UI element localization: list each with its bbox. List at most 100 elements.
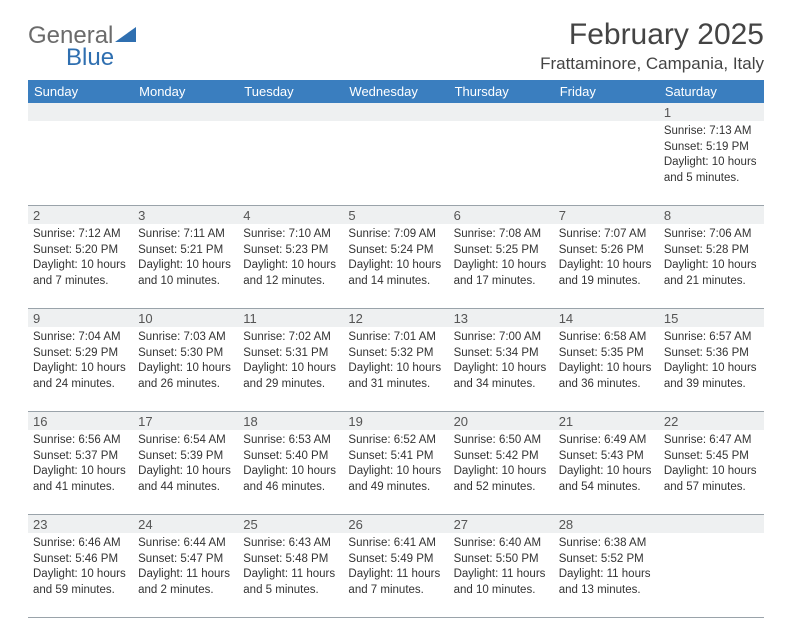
day-cell: Sunrise: 6:58 AMSunset: 5:35 PMDaylight:… — [554, 327, 659, 411]
day-detail-line: Daylight: 11 hours and 13 minutes. — [559, 567, 654, 598]
day-detail-line: Sunset: 5:32 PM — [348, 346, 443, 362]
day-cell — [133, 121, 238, 205]
day-detail-line: Sunrise: 7:08 AM — [454, 227, 549, 243]
day-cell: Sunrise: 7:08 AMSunset: 5:25 PMDaylight:… — [449, 224, 554, 308]
day-detail-line: Daylight: 10 hours and 41 minutes. — [33, 464, 128, 495]
day-of-week: Saturday — [659, 80, 764, 103]
day-detail-line: Sunrise: 7:06 AM — [664, 227, 759, 243]
day-cell: Sunrise: 6:54 AMSunset: 5:39 PMDaylight:… — [133, 430, 238, 514]
day-cell — [554, 121, 659, 205]
day-detail-line: Sunrise: 6:44 AM — [138, 536, 233, 552]
day-detail-line: Daylight: 10 hours and 44 minutes. — [138, 464, 233, 495]
day-cell: Sunrise: 6:44 AMSunset: 5:47 PMDaylight:… — [133, 533, 238, 617]
day-detail-line: Sunrise: 6:58 AM — [559, 330, 654, 346]
day-detail-line: Sunset: 5:35 PM — [559, 346, 654, 362]
day-cell: Sunrise: 7:09 AMSunset: 5:24 PMDaylight:… — [343, 224, 448, 308]
day-detail-line: Sunset: 5:20 PM — [33, 243, 128, 259]
day-detail-line: Sunrise: 7:09 AM — [348, 227, 443, 243]
day-detail-line: Sunset: 5:52 PM — [559, 552, 654, 568]
day-detail-line: Daylight: 11 hours and 10 minutes. — [454, 567, 549, 598]
week-row: Sunrise: 6:56 AMSunset: 5:37 PMDaylight:… — [28, 430, 764, 515]
day-detail-line: Sunset: 5:25 PM — [454, 243, 549, 259]
day-detail-line: Sunrise: 7:13 AM — [664, 124, 759, 140]
day-number: 14 — [554, 311, 659, 326]
day-cell: Sunrise: 7:10 AMSunset: 5:23 PMDaylight:… — [238, 224, 343, 308]
day-detail-line: Sunrise: 6:56 AM — [33, 433, 128, 449]
day-cell — [28, 121, 133, 205]
brand-triangle-icon — [115, 24, 137, 48]
day-number-row: 1 — [28, 103, 764, 121]
day-number: 26 — [343, 517, 448, 532]
day-detail-line: Daylight: 10 hours and 39 minutes. — [664, 361, 759, 392]
day-detail-line: Sunset: 5:49 PM — [348, 552, 443, 568]
day-cell: Sunrise: 6:47 AMSunset: 5:45 PMDaylight:… — [659, 430, 764, 514]
day-of-week: Sunday — [28, 80, 133, 103]
header: General February 2025 Frattaminore, Camp… — [28, 18, 764, 74]
day-cell: Sunrise: 6:46 AMSunset: 5:46 PMDaylight:… — [28, 533, 133, 617]
day-detail-line: Daylight: 10 hours and 34 minutes. — [454, 361, 549, 392]
day-number: 10 — [133, 311, 238, 326]
day-detail-line: Daylight: 10 hours and 31 minutes. — [348, 361, 443, 392]
day-detail-line: Sunset: 5:45 PM — [664, 449, 759, 465]
day-cell: Sunrise: 6:41 AMSunset: 5:49 PMDaylight:… — [343, 533, 448, 617]
day-number: 24 — [133, 517, 238, 532]
day-detail-line: Daylight: 11 hours and 2 minutes. — [138, 567, 233, 598]
day-number: 21 — [554, 414, 659, 429]
week-row: Sunrise: 6:46 AMSunset: 5:46 PMDaylight:… — [28, 533, 764, 618]
day-detail-line: Sunrise: 7:03 AM — [138, 330, 233, 346]
day-detail-line: Sunset: 5:50 PM — [454, 552, 549, 568]
day-number: 17 — [133, 414, 238, 429]
day-detail-line: Sunrise: 7:12 AM — [33, 227, 128, 243]
day-cell: Sunrise: 6:49 AMSunset: 5:43 PMDaylight:… — [554, 430, 659, 514]
title-block: February 2025 Frattaminore, Campania, It… — [540, 18, 764, 74]
day-cell: Sunrise: 6:56 AMSunset: 5:37 PMDaylight:… — [28, 430, 133, 514]
day-number: 3 — [133, 208, 238, 223]
day-cell: Sunrise: 6:43 AMSunset: 5:48 PMDaylight:… — [238, 533, 343, 617]
day-detail-line: Sunset: 5:23 PM — [243, 243, 338, 259]
day-detail-line: Sunrise: 7:01 AM — [348, 330, 443, 346]
day-cell: Sunrise: 7:13 AMSunset: 5:19 PMDaylight:… — [659, 121, 764, 205]
month-title: February 2025 — [540, 18, 764, 52]
day-detail-line: Sunrise: 6:53 AM — [243, 433, 338, 449]
day-detail-line: Daylight: 10 hours and 12 minutes. — [243, 258, 338, 289]
day-cell: Sunrise: 7:01 AMSunset: 5:32 PMDaylight:… — [343, 327, 448, 411]
day-cell: Sunrise: 7:06 AMSunset: 5:28 PMDaylight:… — [659, 224, 764, 308]
day-detail-line: Sunrise: 6:47 AM — [664, 433, 759, 449]
day-detail-line: Sunset: 5:47 PM — [138, 552, 233, 568]
day-detail-line: Sunrise: 7:07 AM — [559, 227, 654, 243]
day-detail-line: Daylight: 10 hours and 17 minutes. — [454, 258, 549, 289]
day-detail-line: Sunset: 5:37 PM — [33, 449, 128, 465]
day-detail-line: Daylight: 10 hours and 36 minutes. — [559, 361, 654, 392]
day-cell: Sunrise: 6:50 AMSunset: 5:42 PMDaylight:… — [449, 430, 554, 514]
day-detail-line: Sunrise: 6:43 AM — [243, 536, 338, 552]
day-detail-line: Sunset: 5:26 PM — [559, 243, 654, 259]
day-detail-line: Sunset: 5:48 PM — [243, 552, 338, 568]
day-number: 15 — [659, 311, 764, 326]
day-detail-line: Sunset: 5:31 PM — [243, 346, 338, 362]
day-number: 28 — [554, 517, 659, 532]
day-cell: Sunrise: 6:57 AMSunset: 5:36 PMDaylight:… — [659, 327, 764, 411]
day-number-row: 232425262728 — [28, 515, 764, 533]
day-cell: Sunrise: 6:52 AMSunset: 5:41 PMDaylight:… — [343, 430, 448, 514]
day-detail-line: Daylight: 11 hours and 7 minutes. — [348, 567, 443, 598]
day-number: 16 — [28, 414, 133, 429]
day-detail-line: Daylight: 10 hours and 5 minutes. — [664, 155, 759, 186]
day-detail-line: Sunset: 5:30 PM — [138, 346, 233, 362]
day-cell: Sunrise: 7:04 AMSunset: 5:29 PMDaylight:… — [28, 327, 133, 411]
day-detail-line: Sunrise: 6:57 AM — [664, 330, 759, 346]
day-of-week: Thursday — [449, 80, 554, 103]
day-detail-line: Daylight: 10 hours and 49 minutes. — [348, 464, 443, 495]
week-row: Sunrise: 7:12 AMSunset: 5:20 PM Daylight:… — [28, 224, 764, 309]
day-of-week: Tuesday — [238, 80, 343, 103]
day-number: 25 — [238, 517, 343, 532]
day-detail-line: Sunset: 5:43 PM — [559, 449, 654, 465]
day-number: 4 — [238, 208, 343, 223]
day-detail-line: Sunset: 5:41 PM — [348, 449, 443, 465]
day-detail-line: Sunrise: 7:02 AM — [243, 330, 338, 346]
day-number: 8 — [659, 208, 764, 223]
day-cell: Sunrise: 6:40 AMSunset: 5:50 PMDaylight:… — [449, 533, 554, 617]
day-number: 27 — [449, 517, 554, 532]
day-number: 18 — [238, 414, 343, 429]
day-detail-line: Sunrise: 6:54 AM — [138, 433, 233, 449]
day-number: 22 — [659, 414, 764, 429]
